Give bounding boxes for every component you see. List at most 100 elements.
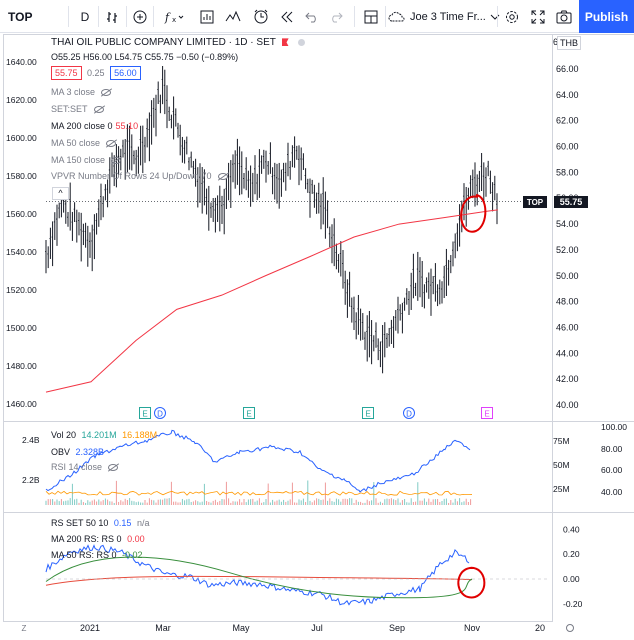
price-tick-label: 42.00: [556, 374, 579, 384]
event-marker-label: E: [246, 410, 251, 419]
price-tick-label: 46.00: [556, 322, 579, 332]
eye-hidden-icon[interactable]: [101, 89, 112, 96]
toolbar-divider: [385, 6, 386, 27]
earnings-event-icon[interactable]: [243, 407, 255, 419]
time-tick-label: 20: [535, 623, 545, 633]
time-tick-label: 2021: [80, 623, 100, 633]
price-tick-label: 52.00: [556, 245, 579, 255]
annotation-circle[interactable]: [457, 566, 486, 599]
price-tick-label: 66.00: [556, 64, 579, 74]
volume-legend[interactable]: Vol 20 14.201M 16.188M: [51, 430, 158, 440]
replay-icon[interactable]: [276, 0, 298, 33]
time-tick-label: Mar: [155, 623, 171, 633]
timezone-button: Z: [22, 624, 27, 633]
earnings-event-icon[interactable]: [139, 407, 151, 419]
compare-add-icon[interactable]: [130, 0, 150, 33]
currency-button[interactable]: THB: [557, 36, 581, 50]
ma50-rs-legend[interactable]: MA 50 RS: RS 0 -0.02: [51, 550, 143, 560]
price-tick-label: 50.00: [556, 271, 579, 281]
pane-separator[interactable]: [3, 512, 634, 513]
ma200-rs-legend[interactable]: MA 200 RS: RS 0 0.00: [51, 534, 145, 544]
volume-mid-tick: 75M: [553, 436, 570, 446]
left-tick-label: 1640.00: [6, 57, 37, 67]
layout-grid-icon[interactable]: [360, 0, 382, 33]
strategy-icon[interactable]: [222, 0, 244, 33]
ohlc-values: O55.25 H56.00 L54.75 C55.75 −0.50 (−0.89…: [51, 52, 239, 62]
rsi-right-tick: 60.00: [601, 465, 623, 475]
symbol-price-tag: TOP: [523, 196, 547, 208]
fullscreen-icon[interactable]: [528, 0, 548, 33]
undo-icon[interactable]: [302, 0, 322, 33]
chevron-up-icon[interactable]: ^: [52, 187, 69, 200]
eye-hidden-icon[interactable]: [93, 106, 104, 113]
volume-left-tick: 2.2B: [22, 475, 40, 485]
ma50-rs-line: [45, 556, 473, 599]
left-tick-label: 1580.00: [6, 171, 37, 181]
event-marker-label: D: [406, 410, 412, 419]
interval-button[interactable]: D: [80, 9, 90, 24]
eye-hidden-icon[interactable]: [108, 464, 119, 471]
rs-tick-label: 0.00: [563, 574, 580, 584]
gear-icon[interactable]: [566, 624, 574, 632]
indicator-ma3[interactable]: MA 3 close: [51, 87, 114, 97]
indicator-set[interactable]: SET:SET: [51, 104, 107, 114]
rs-tick-label: 0.20: [563, 549, 580, 559]
rsi-legend[interactable]: RSI 14 close: [51, 462, 121, 472]
indicator-vpvr[interactable]: VPVR Number Of Rows 24 Up/Down 70: [51, 171, 231, 181]
time-tick-label: Nov: [464, 623, 481, 633]
volume-left-tick: 2.4B: [22, 435, 40, 445]
eye-hidden-icon[interactable]: [217, 173, 228, 180]
toolbar-divider: [497, 6, 498, 27]
gear-icon[interactable]: [502, 0, 522, 33]
obv-line: [45, 429, 471, 493]
left-tick-label: 1480.00: [6, 361, 37, 371]
indicator-ma50[interactable]: MA 50 close: [51, 138, 119, 148]
price-tick-label: 44.00: [556, 348, 579, 358]
redo-icon[interactable]: [326, 0, 346, 33]
event-marker-label: D: [157, 410, 163, 419]
rsi-right-tick: 100.00: [601, 422, 627, 432]
volume-ma-line: [45, 490, 473, 496]
event-marker-label: E: [365, 410, 370, 419]
dividend-event-icon[interactable]: [154, 407, 166, 419]
price-tick-label: 62.00: [556, 116, 579, 126]
volume-mid-tick: 25M: [553, 484, 570, 494]
annotation-circle[interactable]: [460, 194, 487, 233]
templates-icon[interactable]: [196, 0, 218, 33]
earnings-event-icon[interactable]: [481, 407, 493, 419]
publish-button[interactable]: Publish: [579, 0, 634, 33]
time-tick-label: May: [232, 623, 250, 633]
ma200-line: [45, 209, 498, 393]
eye-hidden-icon[interactable]: [106, 140, 117, 147]
toolbar-divider: [126, 6, 127, 27]
toolbar-divider: [153, 6, 154, 27]
price-tick-label: 64.00: [556, 90, 579, 100]
price-tick-label: 58.00: [556, 167, 579, 177]
bid-price-button[interactable]: 55.75: [51, 66, 82, 80]
eye-hidden-icon[interactable]: [111, 157, 122, 164]
flag-icon[interactable]: [281, 38, 289, 47]
symbol-search-button[interactable]: TOP: [8, 9, 33, 24]
alert-clock-icon[interactable]: [250, 0, 272, 33]
toolbar-divider: [354, 6, 355, 27]
camera-icon[interactable]: [554, 0, 574, 33]
pane-separator[interactable]: [3, 421, 634, 422]
ask-price-button[interactable]: 56.00: [110, 66, 141, 80]
price-tick-label: 48.00: [556, 297, 579, 307]
earnings-event-icon[interactable]: [362, 407, 374, 419]
price-tick-label: 54.00: [556, 219, 579, 229]
rs-tick-label: -0.20: [563, 599, 583, 609]
dividend-event-icon[interactable]: [403, 407, 415, 419]
layout-name: Joe 3 Time Fr...: [410, 10, 486, 23]
time-tick-label: Sep: [389, 623, 405, 633]
rs-legend[interactable]: RS SET 50 10 0.15 n/a: [51, 518, 150, 528]
indicator-ma200[interactable]: MA 200 close 0 55.10: [51, 121, 139, 131]
bar-style-icon[interactable]: [103, 0, 123, 33]
status-dot-icon: [298, 38, 306, 46]
obv-legend[interactable]: OBV 2.328B: [51, 447, 105, 457]
indicator-ma150[interactable]: MA 150 close: [51, 155, 124, 165]
time-axis-bar: [0, 622, 634, 640]
